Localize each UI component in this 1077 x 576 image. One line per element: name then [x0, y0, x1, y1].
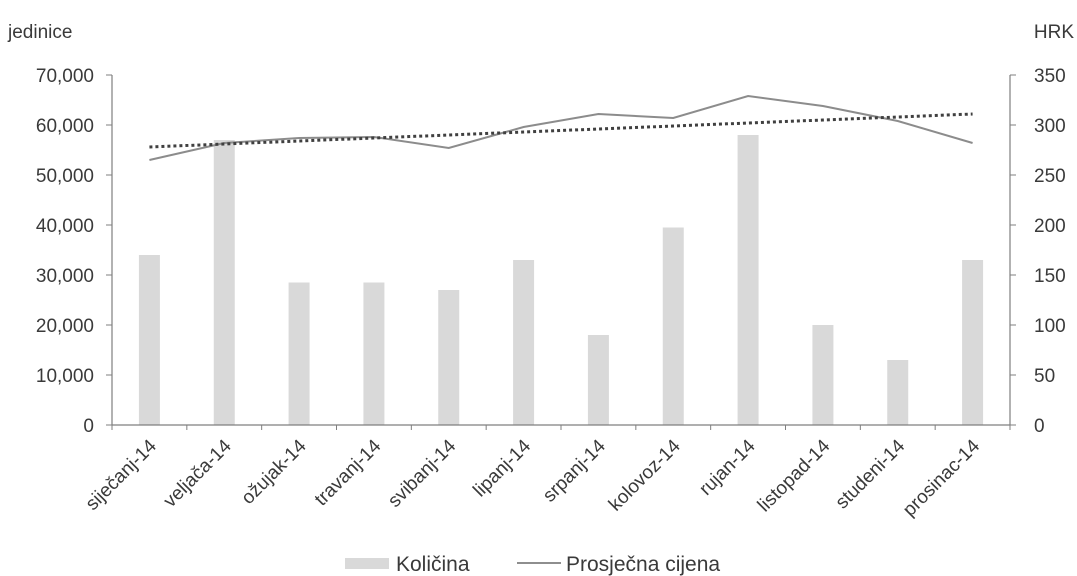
bar: [887, 360, 909, 425]
category-label: listopad-14: [754, 435, 835, 516]
bar: [812, 325, 834, 425]
trend-line: [149, 112, 973, 149]
category-label: lipanj-14: [469, 435, 535, 501]
right-tick-label: 100: [1034, 316, 1066, 337]
right-axis: 0 50 100 150 200 250 300 350: [1010, 66, 1066, 437]
left-tick-label: 10,000: [36, 366, 94, 387]
category-label: kolovoz-14: [605, 435, 685, 515]
legend-label-bar: Količina: [396, 553, 470, 576]
left-tick-label: 30,000: [36, 266, 94, 287]
left-tick-label: 0: [83, 416, 94, 437]
category-label: ožujak-14: [238, 435, 311, 508]
legend: Količina Prosječna cijena: [345, 553, 720, 576]
bar: [288, 282, 310, 425]
left-tick-label: 20,000: [36, 316, 94, 337]
bar: [587, 335, 609, 425]
bar: [438, 290, 460, 425]
right-tick-label: 200: [1034, 216, 1066, 237]
right-tick-label: 350: [1034, 66, 1066, 87]
legend-swatch-bar: [345, 558, 389, 569]
lines-layer: [149, 94, 973, 161]
category-label: srpanj-14: [539, 435, 610, 506]
left-tick-label: 70,000: [36, 66, 94, 87]
right-tick-label: 50: [1034, 366, 1055, 387]
bar: [213, 140, 235, 425]
left-tick-label: 50,000: [36, 166, 94, 187]
bar: [737, 135, 759, 425]
bars-layer: [138, 135, 984, 425]
bar: [138, 255, 160, 425]
category-label: prosinac-14: [899, 435, 984, 520]
axis-lines: [111, 75, 1011, 430]
category-label: siječanj-14: [82, 435, 161, 514]
price-line: [149, 94, 973, 161]
legend-label-line: Prosječna cijena: [566, 553, 720, 576]
left-axis: 0 10,000 20,000 30,000 40,000 50,000 60,000 70,…: [36, 66, 112, 437]
bar: [662, 227, 684, 425]
bar: [962, 260, 984, 425]
left-tick-label: 60,000: [36, 116, 94, 137]
left-tick-label: 40,000: [36, 216, 94, 237]
category-label: rujan-14: [695, 435, 759, 499]
right-axis-title: HRK: [1034, 22, 1074, 43]
right-tick-label: 150: [1034, 266, 1066, 287]
bar: [363, 282, 385, 425]
category-label: svibanj-14: [384, 435, 460, 511]
category-label: veljača-14: [160, 435, 236, 511]
bar: [513, 260, 535, 425]
right-tick-label: 0: [1034, 416, 1045, 437]
category-label: studeni-14: [832, 435, 910, 513]
right-tick-label: 250: [1034, 166, 1066, 187]
left-axis-title: jedinice: [7, 22, 72, 43]
category-label: travanj-14: [311, 435, 386, 510]
right-tick-label: 300: [1034, 116, 1066, 137]
